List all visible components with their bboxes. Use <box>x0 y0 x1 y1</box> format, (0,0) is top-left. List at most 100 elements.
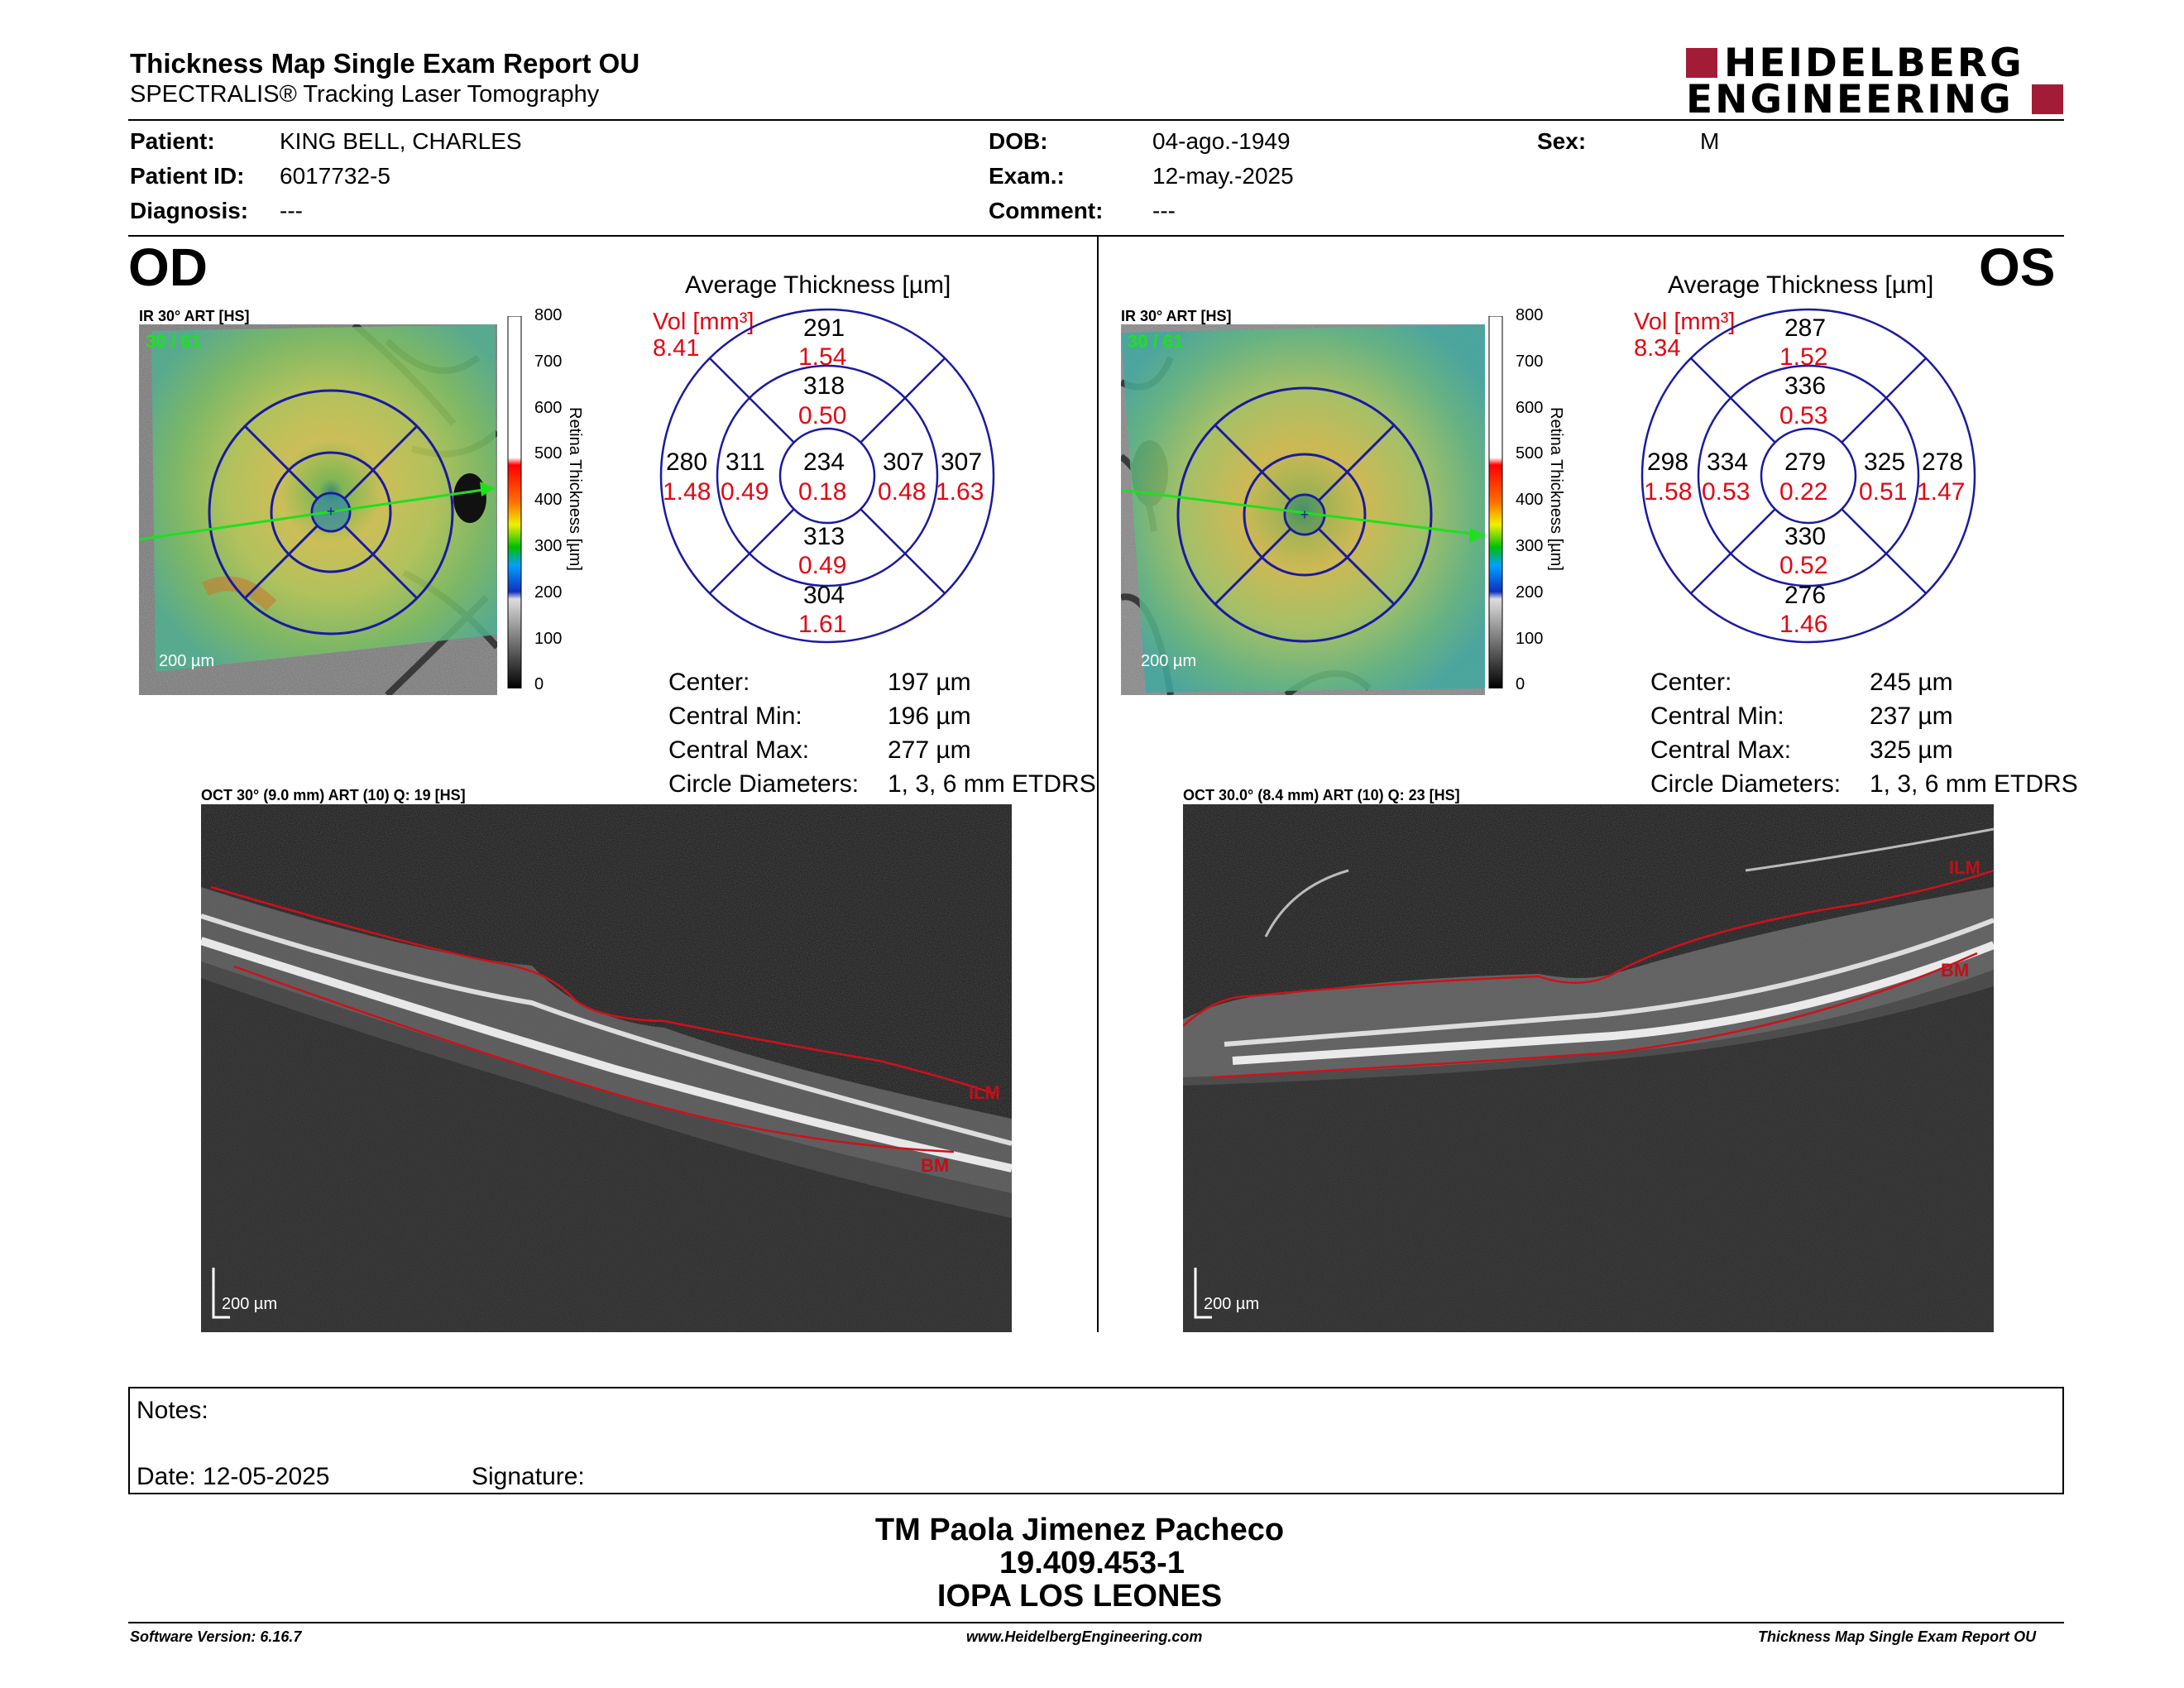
diagnosis-label: Diagnosis: <box>130 198 249 223</box>
os-scale-tick-300: 300 <box>1516 537 1544 555</box>
diagnosis-value: --- <box>280 198 303 223</box>
os-circle-value: 1, 3, 6 mm ETDRS <box>1870 770 2078 798</box>
od-oct-scale: 200 µm <box>222 1295 278 1313</box>
os-ilm-label: ILM <box>1949 857 1980 878</box>
od-scale-tick-500: 500 <box>534 444 563 463</box>
od-inner-left-volume: 0.49 <box>721 478 769 506</box>
report-name-footer: Thickness Map Single Exam Report OU <box>1758 1628 2037 1645</box>
signature-label: Signature: <box>472 1463 585 1490</box>
od-fundus-scale: 200 µm <box>159 652 215 670</box>
od-ilm-label: ILM <box>969 1082 1000 1103</box>
os-scale-tick-200: 200 <box>1516 583 1544 602</box>
os-inner-left-thickness: 334 <box>1707 448 1749 476</box>
os-etdrs-grid: 287 1.52 336 0.53 279 0.22 334 0.53 325 … <box>1639 306 1978 645</box>
od-inner-left-thickness: 311 <box>726 448 765 476</box>
od-outer-right-thickness: 307 <box>941 448 983 476</box>
os-oct-scan: ILM BM 200 µm <box>1183 804 1994 1332</box>
od-outer-left-volume: 1.48 <box>663 478 711 506</box>
exam-value: 12-may.-2025 <box>1152 163 1294 189</box>
od-inner-sup-thickness: 318 <box>803 372 845 400</box>
od-scale-tick-800: 800 <box>534 306 563 324</box>
os-inner-sup-volume: 0.53 <box>1779 402 1828 429</box>
signer-id: 19.409.453-1 <box>999 1546 1185 1580</box>
report-subtitle: SPECTRALIS® Tracking Laser Tomography <box>130 81 600 108</box>
os-inner-sup-thickness: 336 <box>1784 372 1827 400</box>
od-fundus-image: + 30 / 61 200 µm <box>139 324 497 695</box>
os-bm-label: BM <box>1941 960 1970 981</box>
os-oct-title: OCT 30.0° (8.4 mm) ART (10) Q: 23 [HS] <box>1183 787 1460 803</box>
os-scale-tick-600: 600 <box>1516 399 1544 417</box>
patient-id-value: 6017732-5 <box>280 163 390 189</box>
logo-line1: HEIDELBERG <box>1724 41 2024 86</box>
od-center-value: 197 µm <box>888 669 971 696</box>
os-max-label: Central Max: <box>1650 736 1792 764</box>
os-inner-inf-volume: 0.52 <box>1779 552 1828 579</box>
os-oct-scale: 200 µm <box>1204 1295 1260 1313</box>
comment-label: Comment: <box>989 198 1104 223</box>
od-inner-right-thickness: 307 <box>883 448 925 476</box>
os-fundus-title: IR 30° ART [HS] <box>1121 308 1232 324</box>
od-avg-title: Average Thickness [µm] <box>685 271 951 299</box>
od-bm-label: BM <box>921 1155 950 1176</box>
os-outer-inf-thickness: 276 <box>1784 582 1827 609</box>
od-etdrs-grid: 291 1.54 318 0.50 234 0.18 311 0.49 307 … <box>658 306 997 645</box>
heidelberg-logo: HEIDELBERG ENGINEERING <box>1686 41 2067 122</box>
website-link[interactable]: www.HeidelbergEngineering.com <box>966 1628 1203 1645</box>
os-min-value: 237 µm <box>1870 703 1953 730</box>
patient-id-label: Patient ID: <box>130 163 245 189</box>
os-center-value: 245 µm <box>1870 669 1953 696</box>
os-scale-tick-700: 700 <box>1516 352 1544 371</box>
os-outer-left-thickness: 298 <box>1647 448 1689 476</box>
os-vol-value: 8.34 <box>1634 335 1681 362</box>
od-oct-scan: ILM BM 200 µm <box>201 804 1012 1332</box>
os-vol-label: Vol [mm³] <box>1634 309 1736 335</box>
os-inner-right-volume: 0.51 <box>1859 478 1908 506</box>
od-scale-tick-200: 200 <box>534 583 563 602</box>
od-scale-tick-300: 300 <box>534 537 563 555</box>
os-min-label: Central Min: <box>1650 703 1784 730</box>
svg-text:+: + <box>327 503 336 520</box>
logo-line2: ENGINEERING <box>1686 77 2014 122</box>
od-outer-sup-thickness: 291 <box>803 314 845 342</box>
sex-value: M <box>1700 128 1720 154</box>
eye-divider <box>1097 237 1099 1332</box>
os-scale-tick-100: 100 <box>1516 630 1544 648</box>
os-outer-sup-thickness: 287 <box>1784 314 1827 342</box>
notes-box[interactable]: Notes: Date: 12-05-2025 Signature: <box>128 1387 2064 1494</box>
od-inner-right-volume: 0.48 <box>878 478 927 506</box>
footer-divider <box>128 1622 2064 1623</box>
od-inner-sup-volume: 0.50 <box>798 402 847 429</box>
os-eye-label: OS <box>1979 237 2056 297</box>
os-inner-inf-thickness: 330 <box>1784 523 1827 550</box>
od-circle-value: 1, 3, 6 mm ETDRS <box>888 770 1096 798</box>
logo-red-block-top <box>1686 48 1717 78</box>
od-scale-tick-0: 0 <box>534 675 544 693</box>
os-scale-tick-400: 400 <box>1516 491 1544 509</box>
os-outer-left-volume: 1.58 <box>1644 478 1693 506</box>
os-avg-title: Average Thickness [µm] <box>1668 271 1934 299</box>
signer-name: TM Paola Jimenez Pacheco <box>874 1513 1285 1547</box>
od-max-value: 277 µm <box>888 736 971 764</box>
od-outer-sup-volume: 1.54 <box>798 343 847 371</box>
os-outer-sup-volume: 1.52 <box>1779 343 1828 371</box>
os-center-label: Center: <box>1650 669 1732 696</box>
od-eye-label: OD <box>128 237 208 297</box>
od-outer-right-volume: 1.63 <box>936 478 984 506</box>
os-inner-left-volume: 0.53 <box>1702 478 1751 506</box>
os-fundus-scale: 200 µm <box>1141 652 1197 670</box>
logo-red-block-bottom <box>2032 84 2063 114</box>
sex-label: Sex: <box>1537 128 1587 154</box>
patient-divider <box>128 235 2064 237</box>
svg-text:+: + <box>1300 506 1310 523</box>
os-fundus-count: 30 / 61 <box>1128 331 1184 352</box>
od-scale-title: Retina Thickness [µm] <box>566 407 584 571</box>
od-scale-tick-100: 100 <box>534 630 563 648</box>
od-oct-title: OCT 30° (9.0 mm) ART (10) Q: 19 [HS] <box>201 787 466 803</box>
od-scale-tick-700: 700 <box>534 352 563 371</box>
os-scale-tick-500: 500 <box>1516 444 1544 463</box>
od-fundus-count: 30 / 61 <box>146 331 202 352</box>
od-fundus-title: IR 30° ART [HS] <box>139 308 250 324</box>
od-center-label: Center: <box>668 669 750 696</box>
dob-label: DOB: <box>989 128 1048 154</box>
os-scale-title: Retina Thickness [µm] <box>1547 407 1565 571</box>
